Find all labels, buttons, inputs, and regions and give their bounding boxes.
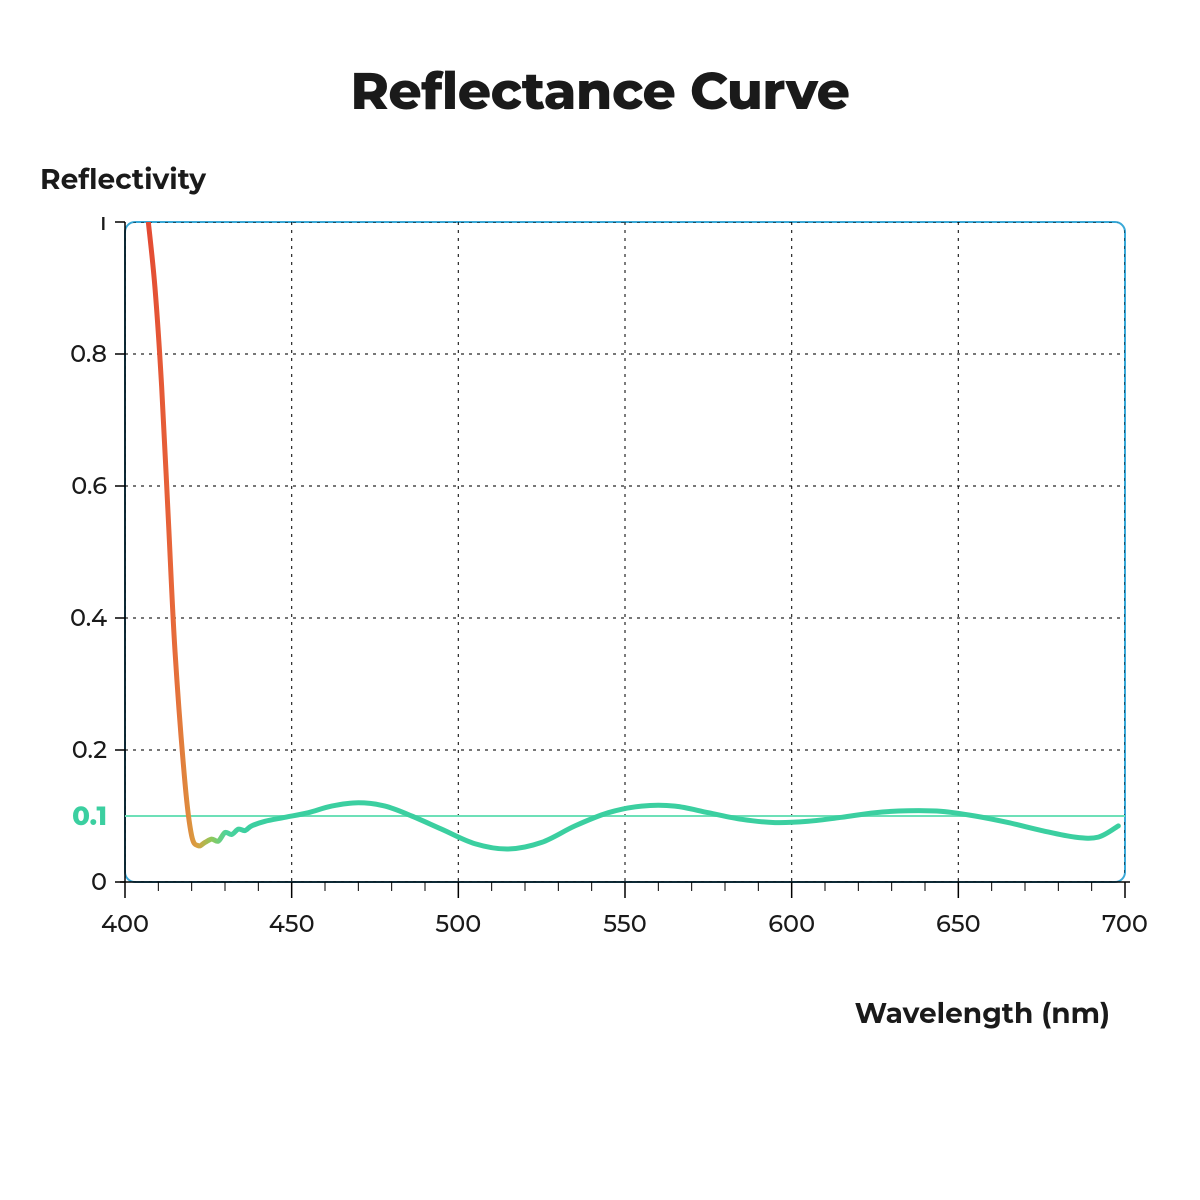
chart-area: 0 0.2 0.4 0.6 0.8 1 400 450 500 550 600 650 700 0.1 — [40, 217, 1160, 967]
threshold-label: 0.1 — [72, 800, 107, 832]
x-tick-label: 400 — [101, 910, 149, 939]
chart-title: Reflectance Curve — [40, 60, 1160, 123]
x-axis-label: Wavelength (nm) — [40, 997, 1110, 1031]
y-axis-label: Reflectivity — [40, 163, 1160, 197]
x-tick-label: 700 — [1102, 910, 1148, 939]
x-tick-label: 550 — [603, 910, 646, 939]
y-tick-label: 0.8 — [70, 340, 107, 369]
x-tick-label: 500 — [435, 910, 481, 939]
y-tick-label: 0 — [91, 868, 107, 897]
reflectance-curve — [148, 222, 1118, 849]
y-tick-label: 0.2 — [72, 736, 107, 765]
y-tick-label: 0.6 — [71, 472, 107, 501]
x-tick-label: 650 — [936, 910, 981, 939]
y-tick-label: 0.4 — [70, 604, 107, 633]
y-tick-label: 1 — [98, 217, 107, 237]
x-tick-label: 600 — [768, 910, 815, 939]
x-tick-label: 450 — [269, 910, 315, 939]
plot-svg: 0 0.2 0.4 0.6 0.8 1 400 450 500 550 600 650 700 0.1 — [40, 217, 1160, 967]
